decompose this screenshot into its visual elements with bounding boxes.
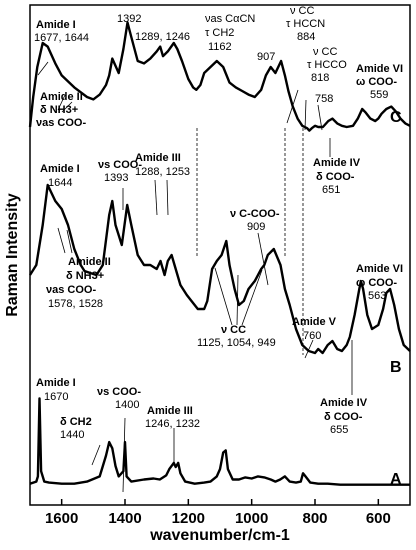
ann-c-amide6-omega: ω COO- [356,76,397,88]
ann-c-tau-ch2: τ CH2 [205,27,234,39]
ann-c-vcc-hcco-2: τ HCCO [307,59,347,71]
ann-b-amide3-values: 1288, 1253 [135,166,190,178]
x-axis-title: wavenumber/cm-1 [149,527,290,544]
ann-c-907: 907 [257,51,275,63]
ann-b-1393: 1393 [104,172,128,184]
ann-b-amide1-name: Amide I [40,163,80,175]
ann-b-amide3-name: Amide III [135,152,181,164]
ann-c-vcc-hccn-2: τ HCCN [286,18,325,30]
ann-b-vcc: ν CC [221,324,246,336]
ann-c-884: 884 [297,31,315,43]
ann-a-amide3-name: Amide III [147,405,193,417]
ann-b-vs-coo: νs COO- [98,159,142,171]
ann-b-amide2-name: Amide II [68,256,111,268]
leader-lines [37,61,353,493]
ann-c-amide1-values: 1677, 1644 [34,32,89,44]
ann-a-1440: 1440 [60,429,84,441]
ann-a-amide1-name: Amide I [36,377,76,389]
ann-c-1289-1246: 1289, 1246 [135,31,190,43]
ann-b-655: 655 [330,424,348,436]
ann-a-1246-1232: 1246, 1232 [145,418,200,430]
trace-label-a: A [390,471,402,488]
ann-c-amide2-delta: δ NH3+ [40,104,78,116]
ann-b-amide2-vas: νas COO- [46,284,96,296]
series-layer [28,21,411,486]
ann-c-559: 559 [370,89,388,101]
trace-label-c: C [390,109,402,126]
ann-c-vcc-hcco-1: ν CC [313,46,338,58]
ann-b-amide6-omega: ω COO- [356,277,397,289]
ann-c-amide1-name: Amide I [36,19,76,31]
ann-c-651: 651 [322,184,340,196]
ann-c-1392: 1392 [117,13,141,25]
ann-b-v-ccoo: ν C-COO- [230,208,280,220]
ann-b-amide6-name: Amide VI [356,263,403,275]
ann-c-amide2-name: Amide II [40,91,83,103]
x-tick-label-1400: 1400 [108,510,141,527]
x-ticks: 1600 1400 1200 1000 800 600 [45,499,391,527]
ann-b-760: 760 [303,330,321,342]
ann-a-vs-coo: νs COO- [97,386,141,398]
ann-b-amide4-delta: δ COO- [324,411,363,423]
x-tick-label-800: 800 [302,510,327,527]
spectrum-line-c [28,21,411,132]
x-tick-label-1200: 1200 [172,510,205,527]
ann-b-amide2-delta: δ NH3+ [66,270,104,282]
plot-frame [29,4,411,506]
ann-b-1644: 1644 [48,177,72,189]
ann-b-1578-1528: 1578, 1528 [48,298,103,310]
ann-c-vcc-hccn-1: ν CC [290,5,315,17]
spectrum-line-a [29,397,410,486]
trace-label-b: B [390,359,402,376]
x-tick-label-1000: 1000 [235,510,268,527]
ann-b-vcc-values: 1125, 1054, 949 [197,337,276,349]
ann-c-vas-cacn: νas CαCN [205,13,255,25]
ann-b-amide4-name: Amide IV [320,397,368,409]
spectrum-line-b [28,183,411,355]
ann-c-amide2-vas: νas COO- [36,117,86,129]
ann-b-909: 909 [247,221,265,233]
ann-b-563: 563 [368,290,386,302]
ann-c-1162: 1162 [208,41,232,53]
ann-b-amide5-name: Amide V [292,316,337,328]
y-axis-title: Raman Intensity [4,193,21,317]
ann-c-amide4-name: Amide IV [313,157,361,169]
ann-a-1670: 1670 [44,391,68,403]
ann-c-758: 758 [315,93,333,105]
ann-c-818: 818 [311,72,329,84]
ann-a-1400: 1400 [115,399,139,411]
x-tick-label-600: 600 [366,510,391,527]
ann-c-amide4-delta: δ COO- [316,171,355,183]
ann-a-delta-ch2: δ CH2 [60,416,92,428]
ann-c-amide6-name: Amide VI [356,63,403,75]
x-tick-label-1600: 1600 [45,510,78,527]
